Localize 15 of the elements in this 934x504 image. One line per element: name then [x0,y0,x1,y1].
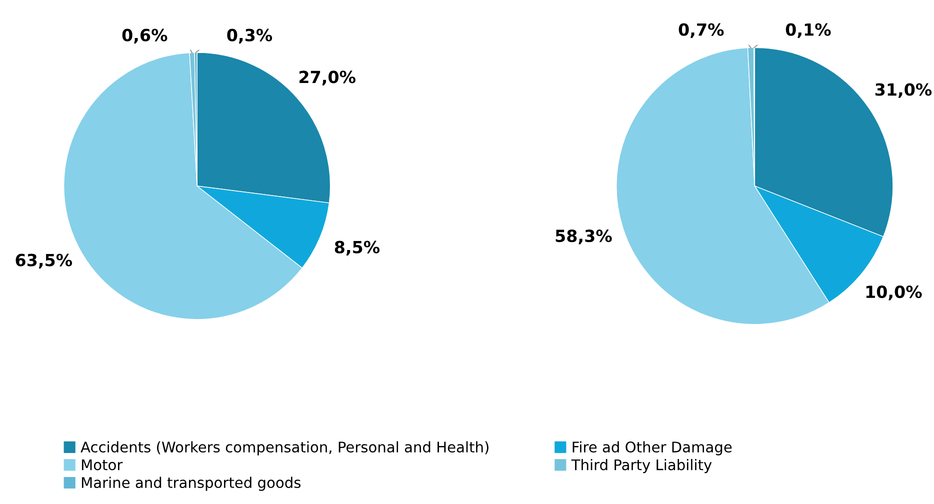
legend-label: Third Party Liability [571,459,712,474]
data-label: 0,3% [227,28,272,44]
data-label: 0,1% [786,23,831,38]
legend-label: Motor [82,459,123,470]
data-label: 63,5% [16,254,72,268]
data-label: 8,5% [334,240,380,256]
legend-label: Fire ad Other Damage [572,441,732,456]
data-label: 31,0% [875,83,932,98]
data-label: 0,6% [122,28,168,44]
legend-label: Accidents (Workers compensation, Personal and Health) [80,441,488,456]
data-label: 10,0% [866,286,922,300]
data-label: 58,3% [556,230,612,244]
data-label: 27,0% [300,70,356,86]
legend-label: Marine and transported goods [82,476,301,491]
data-label: 0,7% [678,23,724,38]
